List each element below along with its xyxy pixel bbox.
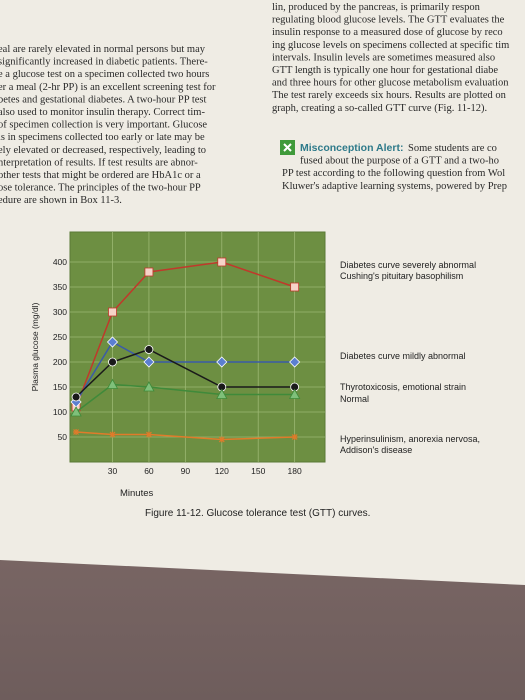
x-tick-label: 180 [288, 466, 302, 476]
y-axis-label: Plasma glucose (mg/dl) [30, 302, 40, 391]
marker [143, 381, 155, 392]
marker [106, 336, 119, 348]
alert-title: Misconception Alert: [300, 142, 403, 154]
alert-line: PP test according to the following quest… [282, 168, 505, 179]
y-tick-label: 300 [53, 307, 67, 317]
body-line: also used to monitor insulin therapy. Co… [0, 107, 205, 118]
x-tick-label: 90 [181, 466, 191, 476]
body-line: eal are rarely elevated in normal person… [0, 44, 206, 55]
body-line: other tests that might be ordered are Hb… [0, 170, 201, 181]
plot-area [69, 231, 326, 463]
marker [288, 388, 301, 399]
body-line: of specimen collection is very important… [0, 120, 207, 131]
body-line: intervals. Insulin levels are sometimes … [272, 52, 495, 63]
marker [73, 429, 80, 435]
body-line: nterpretation of results. If test result… [0, 157, 198, 168]
marker [218, 436, 225, 443]
marker [108, 307, 117, 317]
y-tick-label: 200 [53, 357, 67, 367]
marker [143, 356, 155, 368]
annotation: Cushing's pituitary basophilism [340, 271, 463, 281]
marker [144, 267, 154, 277]
alert-line: fused about the purpose of a GTT and a t… [300, 156, 499, 167]
marker [106, 378, 119, 389]
x-tick-label: 30 [108, 466, 118, 476]
caption: Figure 11-12. Glucose tolerance test (GT… [145, 508, 370, 519]
marker [144, 345, 154, 354]
body-line: significantly increased in diabetic pati… [0, 57, 208, 68]
marker [109, 431, 116, 438]
marker [216, 356, 228, 368]
y-tick-label: 400 [53, 257, 67, 267]
annotation: Addison's disease [340, 445, 412, 455]
annotation: Thyrotoxicosis, emotional strain [340, 382, 466, 392]
y-tick-label: 250 [53, 332, 67, 342]
body-line: The test rarely exceeds six hours. Resul… [272, 90, 507, 101]
body-line: ely elevated or decreased, respectively,… [0, 145, 206, 156]
x-tick-label: 150 [251, 466, 265, 476]
body-line: regulating blood glucose levels. The GTT… [272, 15, 505, 26]
marker [290, 282, 300, 292]
body-line: GTT length is typically one hour for ges… [272, 65, 498, 76]
body-line: e a glucose test on a specimen collected… [0, 69, 209, 80]
annotation: Normal [340, 394, 369, 404]
body-line: betes and gestational diabetes. A two-ho… [0, 94, 206, 105]
alert-line: Some students are co [408, 143, 497, 154]
marker [145, 431, 152, 438]
alert-line: Kluwer's adaptive learning systems, powe… [282, 181, 507, 192]
body-line: lin, produced by the pancreas, is primar… [272, 2, 481, 13]
body-line: ing glucose levels on specimens collecte… [272, 40, 509, 51]
y-tick-label: 150 [53, 382, 67, 392]
marker [71, 392, 81, 402]
x-tick-label: 120 [215, 466, 229, 476]
x-tick-label: 60 [144, 466, 154, 476]
body-line: edure are shown in Box 11-3. [0, 195, 122, 206]
body-line: and three hours for other glucose metabo… [272, 78, 509, 89]
body-line: er a meal (2-hr PP) is an excellent scre… [0, 82, 216, 93]
annotation: Diabetes curve severely abnormal [340, 260, 476, 270]
body-line: insulin response to a measured dose of g… [272, 27, 503, 38]
marker [70, 406, 82, 417]
alert-icon-x [283, 143, 292, 152]
y-tick-label: 50 [58, 432, 68, 442]
marker [216, 388, 228, 399]
annotation: Hyperinsulinism, anorexia nervosa, [340, 434, 480, 444]
marker [289, 356, 301, 368]
y-tick-label: 350 [53, 282, 67, 292]
body-line: ls in specimens collected too early or l… [0, 132, 205, 143]
marker [217, 257, 227, 267]
annotation: Diabetes curve mildly abnormal [340, 351, 466, 361]
marker [108, 357, 117, 367]
x-axis-label: Minutes [120, 488, 154, 499]
marker [291, 434, 298, 440]
body-line: graph, creating a so-called GTT curve (F… [272, 103, 487, 114]
body-line: ose tolerance. The principles of the two… [0, 183, 201, 194]
y-tick-label: 100 [53, 407, 67, 417]
